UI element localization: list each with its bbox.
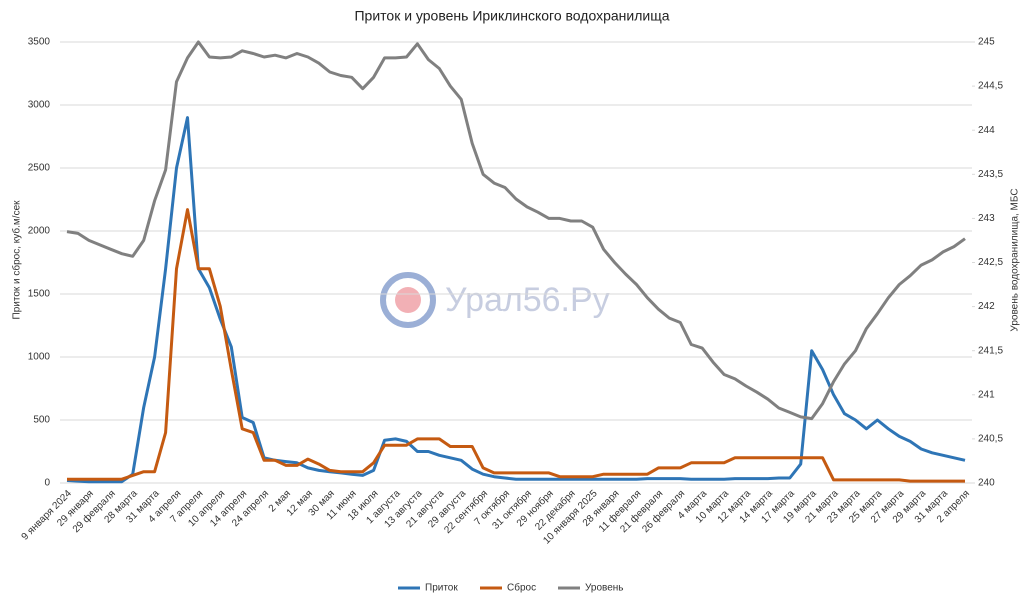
y2-tick-label: 242,5	[978, 257, 1003, 268]
y-tick-label: 0	[44, 478, 50, 489]
watermark-text: Урал56.Ру	[445, 281, 610, 319]
series-line	[67, 208, 965, 483]
y2-tick-label: 243,5	[978, 169, 1003, 180]
y-tick-label: 500	[33, 415, 50, 426]
y2-tick-label: 244,5	[978, 81, 1003, 92]
y2-tick-label: 241	[978, 389, 995, 400]
legend-label: Приток	[425, 583, 458, 594]
y-tick-label: 3000	[28, 100, 51, 111]
y2-tick-label: 244	[978, 125, 995, 136]
y-axis-title: Приток и сброс, куб.м/сек	[11, 200, 23, 320]
y2-tick-label: 240,5	[978, 434, 1003, 445]
y-tick-label: 2500	[28, 163, 51, 174]
legend-label: Сброс	[507, 582, 536, 594]
y2-tick-label: 245	[978, 37, 995, 48]
chart-title: Приток и уровень Ириклинского водохранил…	[354, 8, 669, 24]
watermark: Урал56.Ру	[380, 272, 610, 328]
series-line	[66, 116, 966, 484]
y-tick-label: 1500	[28, 289, 51, 300]
y-tick-label: 1000	[28, 352, 51, 363]
y2-tick-label: 242	[978, 301, 995, 312]
y2-tick-label: 240	[978, 478, 995, 489]
y-tick-label: 3500	[28, 37, 51, 48]
series-line	[66, 40, 966, 421]
y2-tick-label: 241,5	[978, 345, 1003, 356]
legend-label: Уровень	[585, 583, 624, 594]
y2-axis-title: Уровень водохранилища, МБС	[1010, 188, 1021, 331]
watermark-logo	[380, 272, 436, 328]
y-tick-label: 2000	[28, 226, 51, 237]
y2-tick-label: 243	[978, 213, 995, 224]
watermark-dot	[395, 287, 421, 313]
